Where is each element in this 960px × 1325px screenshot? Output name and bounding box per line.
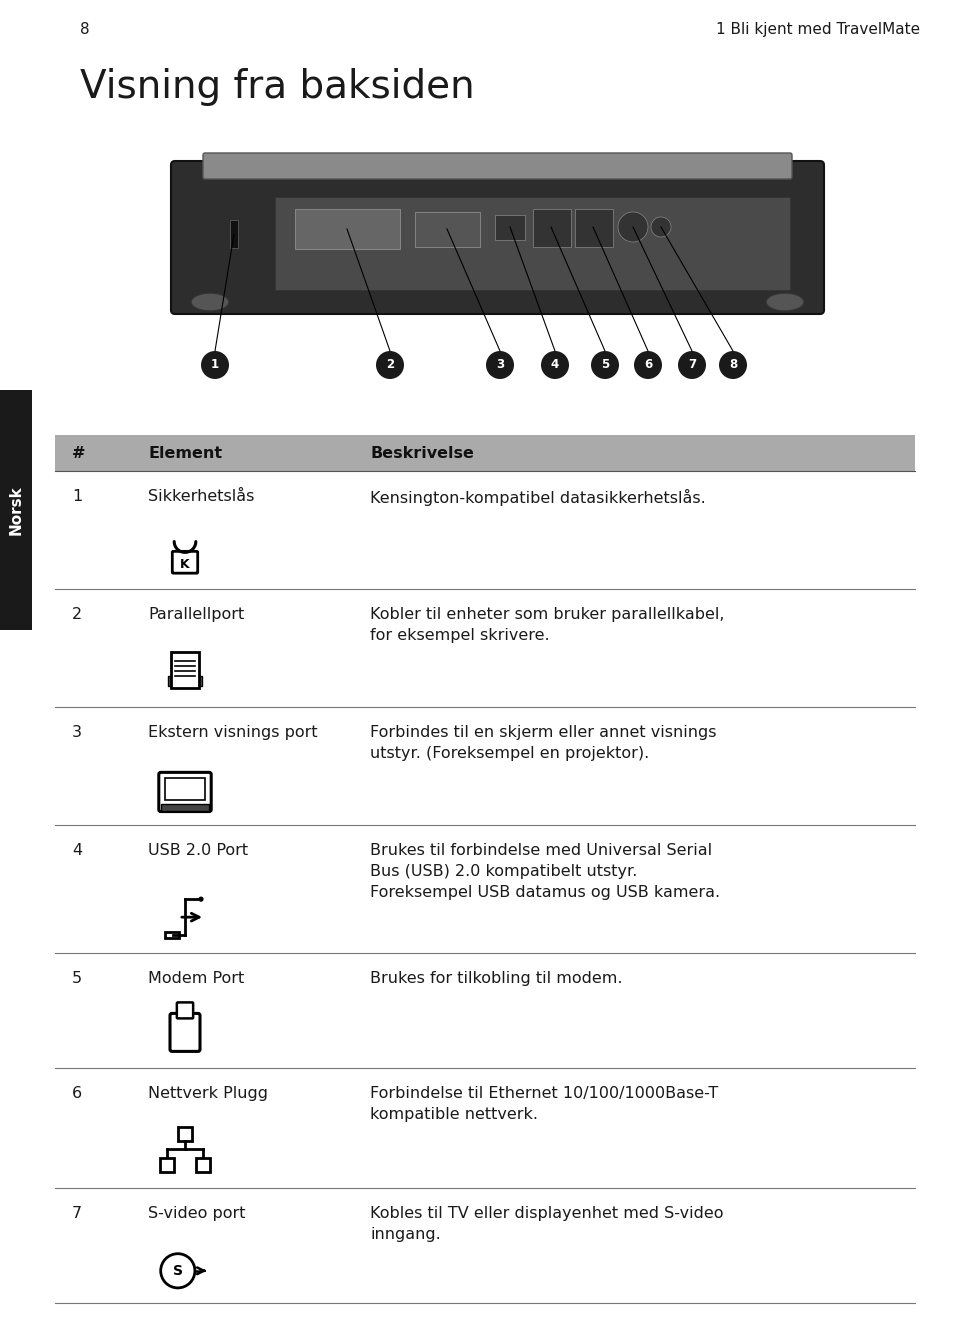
Text: Kensington-kompatibel datasikkerhetslås.: Kensington-kompatibel datasikkerhetslås. [370, 489, 706, 506]
FancyBboxPatch shape [171, 162, 824, 314]
Text: S: S [173, 1264, 182, 1277]
Text: Nettverk Plugg: Nettverk Plugg [148, 1086, 268, 1101]
Text: S-video port: S-video port [148, 1206, 246, 1222]
Bar [161, 803, 209, 811]
Bar [196, 1158, 209, 1171]
Bar [230, 220, 238, 248]
FancyBboxPatch shape [295, 209, 400, 249]
Bar [165, 778, 205, 799]
Bar [168, 676, 202, 686]
Text: 4: 4 [551, 359, 559, 371]
Bar [55, 435, 915, 470]
Circle shape [678, 351, 706, 379]
Bar [160, 1158, 174, 1171]
Circle shape [199, 897, 204, 902]
Text: 5: 5 [601, 359, 610, 371]
FancyBboxPatch shape [177, 1003, 193, 1019]
FancyBboxPatch shape [275, 197, 790, 290]
Text: 5: 5 [72, 971, 83, 986]
Text: Kobler til enheter som bruker parallellkabel,
for eksempel skrivere.: Kobler til enheter som bruker parallellk… [370, 607, 725, 643]
Text: 4: 4 [72, 843, 83, 859]
Circle shape [719, 351, 747, 379]
Text: Brukes til forbindelse med Universal Serial
Bus (USB) 2.0 kompatibelt utstyr.
Fo: Brukes til forbindelse med Universal Ser… [370, 843, 720, 900]
Circle shape [486, 351, 514, 379]
Text: 6: 6 [644, 359, 652, 371]
Text: Forbindelse til Ethernet 10/100/1000Base-T
kompatible nettverk.: Forbindelse til Ethernet 10/100/1000Base… [370, 1086, 718, 1122]
FancyBboxPatch shape [0, 390, 32, 629]
Text: 6: 6 [72, 1086, 83, 1101]
Text: 8: 8 [80, 23, 89, 37]
Text: 1 Bli kjent med TravelMate: 1 Bli kjent med TravelMate [716, 23, 920, 37]
Text: Ekstern visnings port: Ekstern visnings port [148, 725, 318, 739]
FancyBboxPatch shape [171, 652, 199, 689]
Text: 2: 2 [386, 359, 394, 371]
FancyBboxPatch shape [170, 1014, 200, 1052]
Text: Parallellport: Parallellport [148, 607, 244, 621]
Circle shape [591, 351, 619, 379]
Text: #: # [72, 445, 85, 461]
Text: Kobles til TV eller displayenhet med S-video
inngang.: Kobles til TV eller displayenhet med S-v… [370, 1206, 724, 1242]
Text: Norsk: Norsk [9, 485, 23, 535]
Text: 3: 3 [496, 359, 504, 371]
Text: Modem Port: Modem Port [148, 971, 244, 986]
Circle shape [160, 1253, 195, 1288]
FancyBboxPatch shape [533, 209, 571, 246]
Text: Forbindes til en skjerm eller annet visnings
utstyr. (Foreksempel en projektor).: Forbindes til en skjerm eller annet visn… [370, 725, 716, 761]
Text: Visning fra baksiden: Visning fra baksiden [80, 68, 474, 106]
FancyBboxPatch shape [158, 772, 211, 811]
Text: 7: 7 [72, 1206, 83, 1222]
Circle shape [634, 351, 662, 379]
Text: Sikkerhetslås: Sikkerhetslås [148, 489, 254, 504]
FancyBboxPatch shape [575, 209, 613, 246]
Text: Brukes for tilkobling til modem.: Brukes for tilkobling til modem. [370, 971, 622, 986]
Text: 3: 3 [72, 725, 82, 739]
Bar [179, 1128, 192, 1141]
Circle shape [201, 351, 229, 379]
Text: 2: 2 [72, 607, 83, 621]
Circle shape [651, 217, 671, 237]
Text: 7: 7 [688, 359, 696, 371]
Text: USB 2.0 Port: USB 2.0 Port [148, 843, 248, 859]
FancyBboxPatch shape [415, 212, 480, 246]
Text: 8: 8 [729, 359, 737, 371]
Text: 1: 1 [72, 489, 83, 504]
Text: Beskrivelse: Beskrivelse [370, 445, 474, 461]
FancyBboxPatch shape [495, 215, 525, 240]
Text: K: K [180, 558, 190, 571]
Bar [165, 933, 179, 938]
Text: Element: Element [148, 445, 222, 461]
FancyBboxPatch shape [172, 551, 198, 574]
Circle shape [541, 351, 569, 379]
Text: 1: 1 [211, 359, 219, 371]
Ellipse shape [191, 293, 229, 311]
FancyBboxPatch shape [203, 152, 792, 179]
Circle shape [618, 212, 648, 242]
Circle shape [376, 351, 404, 379]
Ellipse shape [766, 293, 804, 311]
